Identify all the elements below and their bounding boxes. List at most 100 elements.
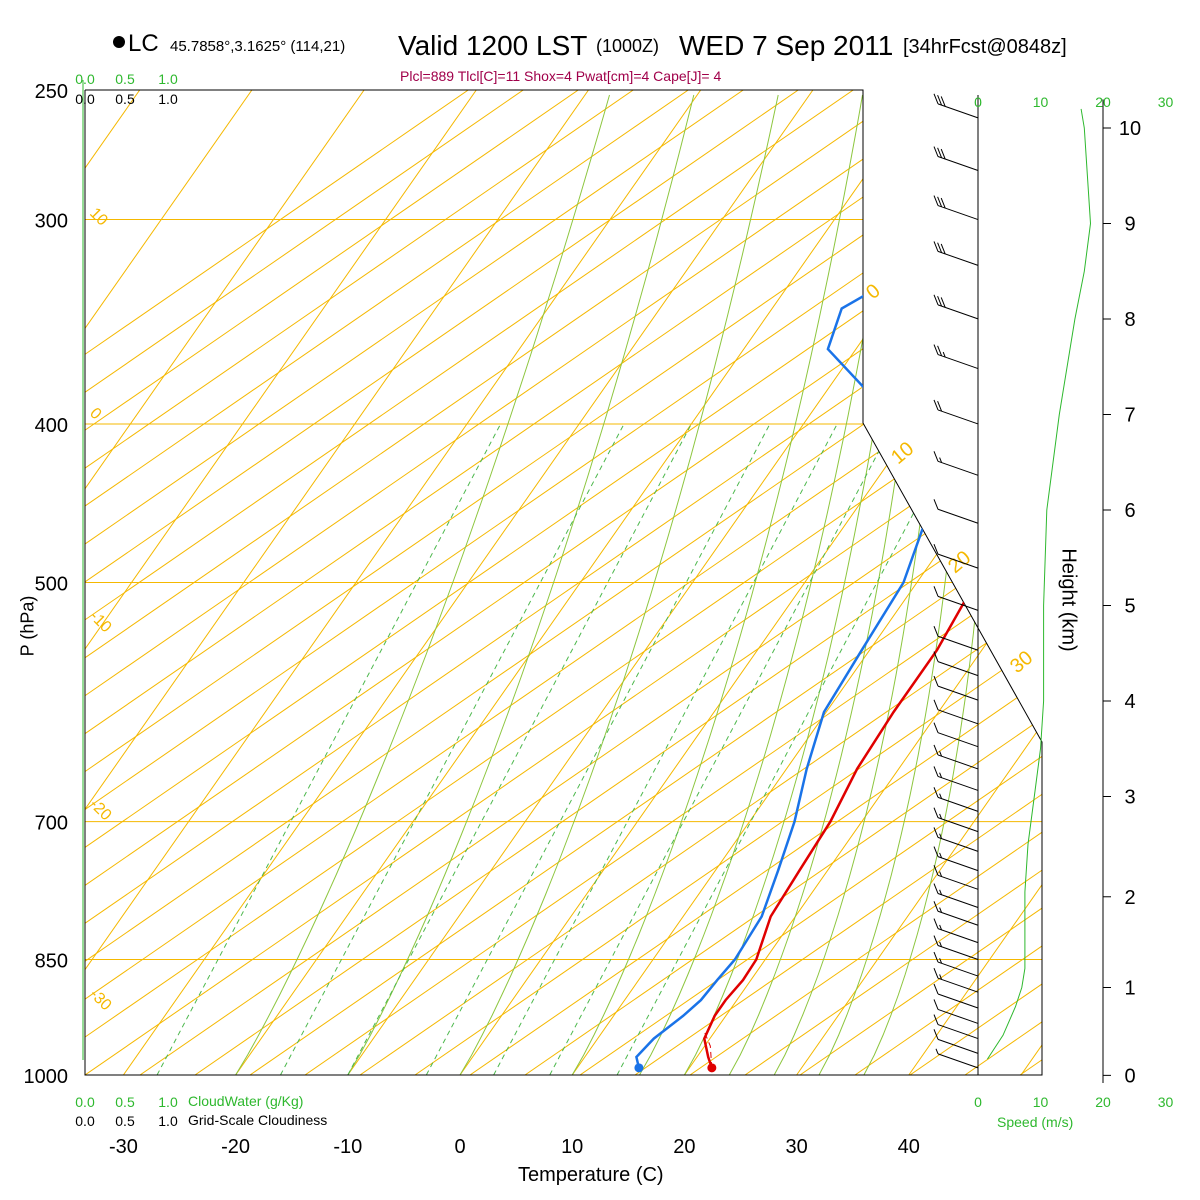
barb-full [933,865,939,876]
barb-staff [937,553,979,569]
barb-staff [937,910,979,926]
barb-staff [937,635,979,651]
barb-staff [937,595,979,611]
barb-staff [937,354,979,370]
speed-scale-top: 10 [1033,94,1049,110]
dry-adiabat-line [85,90,1042,1075]
barb-full [933,827,939,838]
dry-adiabat-line [139,90,1042,1075]
wind-barb [933,344,979,370]
mixing-ratio-label: 3 [425,1087,443,1102]
wind-barb [933,935,979,960]
barb-staff [937,836,979,852]
barb-full [940,96,946,107]
y-tick-label: 400 [35,415,68,437]
barb-staff [937,993,979,1009]
dry-adiabat-line [689,90,1042,1075]
barb-staff [937,1038,979,1054]
barb-full [933,901,939,912]
x-tick-label: -30 [109,1136,138,1158]
barb-staff [937,775,979,791]
barb-half [939,907,943,913]
x-tick-label: -10 [333,1136,362,1158]
barb-full [933,999,939,1010]
wind-barb [933,766,979,791]
barb-full [937,345,943,357]
barb-full [937,147,943,158]
dry-adiabat-line [85,90,469,1075]
wind-barb [933,722,979,748]
isotherm-line [571,90,1042,1075]
barb-half [939,852,943,859]
station-coords: 45.7858°,3.1625° (114,21) [170,38,346,55]
barb-full [933,807,939,818]
speed-scale-top: 0 [974,94,982,110]
isotherm-line [85,90,702,1075]
barb-half [939,958,943,964]
plot-background: 1 2 3 5 8 12 20 [85,90,1200,1102]
dry-adiabat-line [414,90,1042,1075]
barb-full [933,626,939,637]
dry-adiabat-line [1075,90,1200,1075]
barb-staff [937,156,979,171]
x-tick-label: 30 [785,1136,807,1158]
height-tick-label: 4 [1124,691,1135,713]
mixing-ratio-line [280,423,625,1075]
height-tick-label: 5 [1124,596,1135,618]
barb-staff [937,928,979,944]
cloudwater-scale-bottom: 1.0 [158,1094,178,1110]
isotherm-line [1133,90,1200,1075]
wind-barb [933,787,979,812]
barb-staff [937,874,979,890]
cloudwater-scale-top: 0.5 [115,71,135,87]
moist-adiabat-line [347,94,695,1075]
dry-adiabat-line [85,90,1042,1075]
wind-barb [933,399,979,425]
gridscale-scale-top: 1.0 [158,91,178,107]
dewpoint-surface-marker [634,1063,644,1073]
mixing-ratio-label: 5 [504,1087,522,1102]
barb-full [933,651,939,662]
barb-staff [937,1024,979,1040]
dry-adiabat-line [85,90,634,1075]
wind-barb [933,827,979,852]
isotherm-line [235,90,926,1075]
wind-barb [933,195,979,221]
barb-full [933,1014,939,1025]
speed-scale-bottom: 10 [1033,1094,1049,1110]
isotherm-line [796,90,1042,1075]
barb-half [935,1048,939,1055]
speed-label: Speed (m/s) [997,1114,1074,1130]
barb-staff [937,893,979,908]
valid-time: Valid 1200 LST [398,30,588,61]
dry-adiabat-line [85,90,1042,1075]
wind-barb [933,883,979,908]
wind-barb [933,807,979,833]
height-tick-label: 10 [1119,118,1141,140]
isotherm-line [85,90,589,1075]
wind-barb [933,999,979,1024]
utc-time: (1000Z) [596,36,660,56]
wind-barb [935,1048,979,1069]
dry-adiabat-line [85,90,689,1075]
mixing-ratio-line [425,423,771,1075]
dry-adiabat-line [85,90,744,1075]
barb-staff [937,460,979,476]
wind-barb [933,983,979,1009]
wind-barb [933,499,979,524]
isotherm-line [908,90,1042,1075]
barb-full [933,543,939,555]
dry-adiabat-line [85,90,1042,1075]
barb-staff [937,205,979,221]
dry-adiabat-label: 10 [86,205,111,230]
isotherm-line [85,90,477,1075]
height-tick-label: 7 [1124,405,1135,427]
wind-barb [933,93,979,119]
gridscale-scale-top: 0.0 [75,91,95,107]
dry-adiabat-line [85,90,854,1075]
dry-adiabat-line [1019,90,1042,1075]
y-tick-label: 700 [35,813,68,835]
x-tick-label: 40 [898,1136,920,1158]
dry-adiabat-line [85,90,1042,1075]
x-tick-label: -20 [221,1136,250,1158]
